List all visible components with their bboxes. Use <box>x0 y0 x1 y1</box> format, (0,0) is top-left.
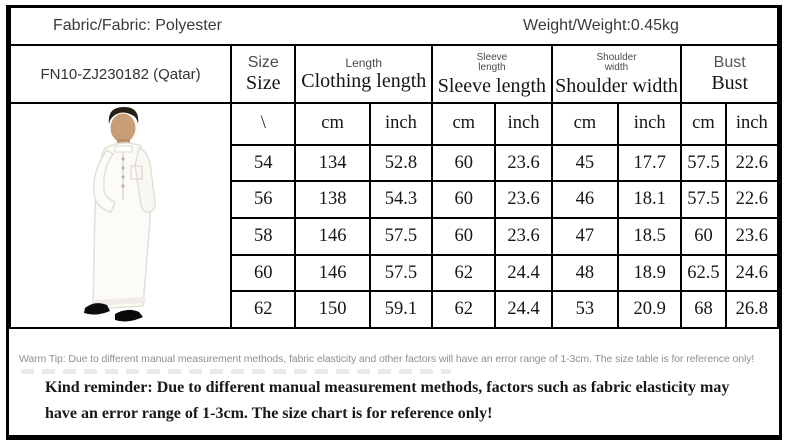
length-cm: 146 <box>294 253 371 293</box>
column-header-bust-big: Bust <box>711 72 749 95</box>
column-header-size-small: Size <box>247 53 279 71</box>
size-chart-sheet: Fabric/Fabric: Polyester Weight/Weight:0… <box>6 5 782 440</box>
column-header-sleeve-big: Sleeve length <box>437 74 547 97</box>
column-header-sleeve: Sleeve length Sleeve length <box>431 44 553 104</box>
faded-text-artifact <box>21 369 451 374</box>
shoulder-inch: 17.7 <box>617 143 683 183</box>
size-table: Fabric/Fabric: Polyester Weight/Weight:0… <box>8 8 780 329</box>
size-value: 62 <box>230 290 297 329</box>
length-inch: 57.5 <box>368 217 434 256</box>
sleeve-inch: 24.4 <box>494 290 553 329</box>
unit-cell: cm <box>550 102 620 146</box>
column-header-size: Size Size <box>230 44 297 104</box>
column-header-row: FN10-ZJ230182 (Qatar) Size Size Length C… <box>8 44 779 104</box>
table-row-size-56: 56 138 54.3 60 23.6 46 18.1 57.5 22.6 <box>10 180 780 220</box>
fabric-label: Fabric/Fabric: Polyester <box>53 17 222 34</box>
bust-inch: 22.6 <box>724 180 780 220</box>
sleeve-cm: 60 <box>431 217 497 256</box>
column-header-bust-small: Bust <box>713 53 746 71</box>
column-header-shoulder-small: Shoulder width <box>596 51 637 73</box>
sleeve-cm: 62 <box>431 253 497 293</box>
column-header-size-big: Size <box>246 72 281 95</box>
fabric-weight-row: Fabric/Fabric: Polyester Weight/Weight:0… <box>9 8 779 46</box>
column-header-length: Length Clothing length <box>294 44 434 104</box>
length-inch: 59.1 <box>368 290 434 329</box>
shoulder-inch: 18.5 <box>617 217 683 256</box>
shoulder-inch: 20.9 <box>617 290 683 329</box>
bust-cm: 57.5 <box>680 180 727 220</box>
bust-cm: 60 <box>680 217 727 256</box>
unit-cell: inch <box>617 102 683 146</box>
length-inch: 52.8 <box>368 143 434 183</box>
sleeve-inch: 24.4 <box>494 253 553 293</box>
sleeve-inch: 23.6 <box>494 143 553 183</box>
unit-cell: inch <box>724 102 780 146</box>
unit-cell: \ <box>230 102 297 146</box>
shoulder-inch: 18.9 <box>617 253 683 293</box>
kind-reminder-line-2: have an error range of 1-3cm. The size c… <box>45 404 493 422</box>
shoulder-cm: 47 <box>550 217 620 256</box>
shoulder-cm: 48 <box>550 253 620 293</box>
column-header-bust: Bust Bust <box>680 44 779 104</box>
unit-cell: inch <box>368 102 434 146</box>
bust-inch: 22.6 <box>724 143 780 183</box>
model-code: FN10-ZJ230182 (Qatar) <box>8 44 233 104</box>
size-value: 56 <box>230 180 297 220</box>
column-header-length-big: Clothing length <box>301 70 427 93</box>
shoulder-cm: 46 <box>550 180 620 220</box>
column-header-length-small: Length <box>345 55 383 70</box>
shoulder-inch: 18.1 <box>617 180 683 220</box>
bust-cm: 68 <box>680 290 727 329</box>
weight-label: Weight/Weight:0.45kg <box>523 17 679 34</box>
kind-reminder-text: Kind reminder: Due to different manual m… <box>45 375 751 426</box>
length-inch: 54.3 <box>368 180 434 220</box>
length-cm: 150 <box>294 290 371 329</box>
table-row-size-62: 62 150 59.1 62 24.4 53 20.9 68 26.8 <box>10 290 780 329</box>
sleeve-cm: 62 <box>431 290 497 329</box>
sleeve-inch: 23.6 <box>494 180 553 220</box>
length-inch: 57.5 <box>368 253 434 293</box>
unit-cell: inch <box>494 102 553 146</box>
unit-cell: cm <box>431 102 497 146</box>
column-header-shoulder-big: Shoulder width <box>555 74 678 97</box>
unit-cell: cm <box>294 102 371 146</box>
notes-section: Warm Tip: Due to different manual measur… <box>9 329 779 429</box>
length-cm: 138 <box>294 180 371 220</box>
table-row-size-54: 54 134 52.8 60 23.6 45 17.7 57.5 22.6 <box>10 143 780 183</box>
kind-reminder-line-1: Kind reminder: Due to different manual m… <box>45 379 730 396</box>
model-photo-cell <box>8 102 233 329</box>
bust-inch: 24.6 <box>724 253 780 293</box>
table-row-size-60: 60 146 57.5 62 24.4 48 18.9 62.5 24.6 <box>10 253 780 293</box>
bust-cm: 57.5 <box>680 143 727 183</box>
unit-row: \ cm inch cm inch cm inch cm inch <box>8 102 780 329</box>
length-cm: 134 <box>294 143 371 183</box>
shoulder-cm: 45 <box>550 143 620 183</box>
sleeve-cm: 60 <box>431 143 497 183</box>
man-in-white-thobe-photo <box>83 107 156 322</box>
bust-cm: 62.5 <box>680 253 727 293</box>
shoulder-cm: 53 <box>550 290 620 329</box>
size-value: 58 <box>230 217 297 256</box>
warm-tip-text: Warm Tip: Due to different manual measur… <box>19 353 755 365</box>
bust-inch: 26.8 <box>724 290 780 329</box>
size-value: 54 <box>230 143 297 183</box>
unit-cell: cm <box>680 102 727 146</box>
column-header-shoulder: Shoulder width Shoulder width <box>550 44 683 104</box>
sleeve-inch: 23.6 <box>494 217 553 256</box>
bust-inch: 23.6 <box>724 217 780 256</box>
table-row-size-58: 58 146 57.5 60 23.6 47 18.5 60 23.6 <box>10 217 780 256</box>
size-value: 60 <box>230 253 297 293</box>
sleeve-cm: 60 <box>431 180 497 220</box>
column-header-sleeve-small: Sleeve length <box>476 51 508 73</box>
length-cm: 146 <box>294 217 371 256</box>
